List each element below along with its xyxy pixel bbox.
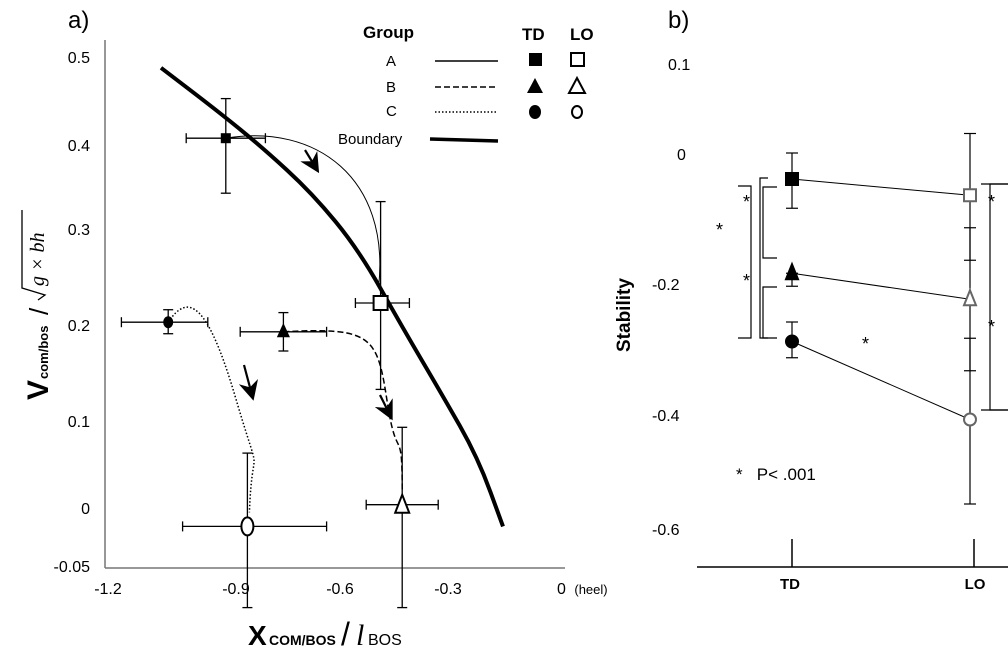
group-c-path [167,306,255,513]
legend-header-lo: LO [570,25,594,44]
significance-mark: * [743,192,750,212]
panel-b-category-lo: LO [965,576,986,593]
legend-header-td: TD [522,25,545,44]
panel-b-y-ticks: 0.1 0 -0.2 -0.4 -0.6 [652,57,690,539]
legend-group-c: C [386,103,397,120]
y-tick-label: 0 [677,147,686,164]
panel-a-label: a) [68,7,89,34]
svg-text:g × bh: g × bh [27,233,49,287]
legend-group-b: B [386,79,396,96]
legend-marker-td-triangle [527,78,543,93]
legend-marker-td-circle [529,105,541,119]
y-tick-label: -0.6 [652,522,680,539]
panel-b-category-td: TD [780,576,800,593]
point-square-td [785,172,799,186]
svg-text:BOS: BOS [368,632,402,649]
panel-b-brackets [738,177,1008,411]
marker-b-lo [393,491,411,514]
panel-a: a) 0.5 0.4 0.3 0.2 0.1 0 -0.05 -1.2 -0.9… [21,7,608,652]
group-b-arrow [374,394,393,421]
group-b-path [283,329,403,491]
y-tick-label: 0.4 [68,138,90,155]
y-tick-label: -0.2 [652,277,680,294]
x-tick-label: -0.9 [222,581,250,598]
y-tick-label: 0.1 [68,414,90,431]
legend-line-boundary [429,137,499,143]
legend-marker-lo-triangle [567,75,587,94]
significance-mark: * [743,271,750,291]
series-line [791,341,971,420]
x-tick-label: -1.2 [94,581,122,598]
point-circle-td [785,334,799,349]
panel-a-points [120,97,439,609]
legend-group-a: A [386,53,396,70]
panel-a-y-ticks: 0.5 0.4 0.3 0.2 0.1 0 -0.05 [54,50,91,576]
svg-text:COM/BOS: COM/BOS [269,632,336,648]
legend-boundary-label: Boundary [338,131,403,148]
y-tick-label: 0 [81,501,90,518]
x-tick-label-zero: 0 (heel) [557,581,608,598]
significance-mark: * [988,317,995,337]
legend-marker-lo-circle [571,105,583,119]
legend-marker-td-square [529,53,542,66]
panel-b-significance: * * * * * * [716,192,995,354]
series-line [791,272,971,300]
panel-a-x-label: X COM/BOS / l BOS [248,616,402,652]
boundary-curve [159,66,505,528]
svg-text:V: V [22,380,55,400]
y-tick-label: 0.3 [68,222,90,239]
marker-a-td [220,133,231,144]
y-tick-label: 0.1 [668,57,690,74]
group-c-arrow [238,364,258,401]
point-square-lo [963,188,977,203]
svg-text:/: / [341,616,350,652]
marker-c-lo [240,516,255,537]
point-triangle-td [784,261,800,281]
panel-a-y-label: V com/bos / g × bh [21,210,55,400]
svg-text:l: l [356,619,364,652]
svg-text:X: X [248,620,267,651]
significance-mark: * [862,334,869,354]
panel-a-legend: Group TD LO A B C Boundary [338,23,594,148]
y-tick-label: -0.4 [652,408,680,425]
y-tick-label: 0.5 [68,50,90,67]
legend-marker-lo-square [570,52,585,67]
y-tick-label: -0.05 [54,559,91,576]
point-circle-lo [963,412,977,427]
y-tick-label: 0.2 [68,318,90,335]
marker-b-td [276,322,290,338]
panel-b-y-label: Stability [614,278,635,352]
panel-b-note: * P< .001 [736,465,816,484]
x-tick-label: -0.6 [326,581,354,598]
marker-c-td [163,316,174,329]
panel-b-label: b) [668,7,689,34]
group-a-path [225,135,381,288]
series-line [791,178,971,196]
significance-mark: * [716,220,723,240]
panel-b-series [784,132,978,505]
significance-mark: * [988,192,995,212]
point-triangle-lo [962,287,978,307]
group-a-arrow [300,149,320,174]
panel-b: b) 0.1 0 -0.2 -0.4 -0.6 Stability TD LO … [614,7,1008,593]
marker-a-lo [372,295,389,311]
panel-a-x-ticks: -1.2 -0.9 -0.6 -0.3 0 (heel) [94,581,607,598]
svg-text:com/bos: com/bos [36,326,51,379]
legend-header-group: Group [363,23,414,42]
svg-text:/: / [24,307,54,315]
x-tick-label: -0.3 [434,581,462,598]
panel-a-curves [159,66,505,528]
